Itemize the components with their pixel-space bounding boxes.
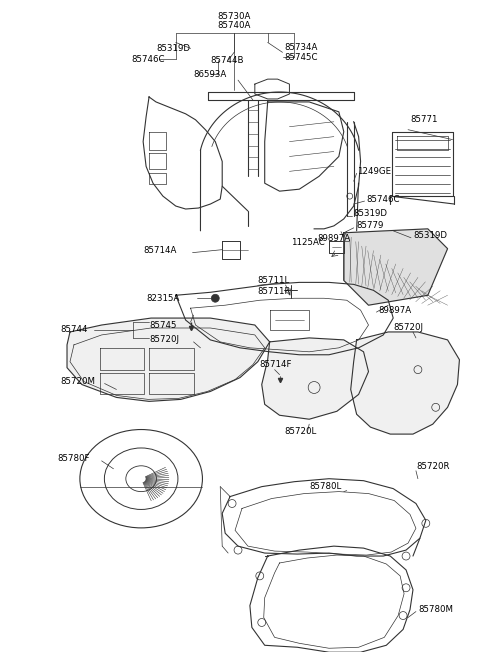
Text: 1249GE: 1249GE <box>357 167 391 176</box>
Text: 85744B: 85744B <box>210 56 244 65</box>
Polygon shape <box>262 338 369 419</box>
Text: 85319D: 85319D <box>354 210 388 219</box>
Text: 85319D: 85319D <box>413 231 447 240</box>
Text: 89897A: 89897A <box>378 306 411 314</box>
Circle shape <box>211 294 219 302</box>
Text: 85711L: 85711L <box>258 276 290 285</box>
Text: 85744: 85744 <box>60 326 88 335</box>
Text: 85720L: 85720L <box>285 426 317 436</box>
Text: 85746C: 85746C <box>367 195 400 204</box>
Text: 89897A: 89897A <box>317 234 350 243</box>
Polygon shape <box>344 229 447 305</box>
Polygon shape <box>67 318 270 402</box>
Text: 85780M: 85780M <box>418 605 453 614</box>
Text: 85745: 85745 <box>149 320 177 329</box>
Text: 85740A: 85740A <box>217 21 251 30</box>
Text: 85720M: 85720M <box>60 377 95 386</box>
Text: 85746C: 85746C <box>131 55 165 64</box>
Text: 85730A: 85730A <box>217 12 251 21</box>
Text: 85720J: 85720J <box>149 335 179 345</box>
Polygon shape <box>351 332 459 434</box>
Text: 85745C: 85745C <box>285 53 318 62</box>
Text: 85714A: 85714A <box>143 246 177 255</box>
Text: 85714F: 85714F <box>260 360 292 369</box>
Text: 82315A: 82315A <box>146 293 180 303</box>
Text: 85780F: 85780F <box>57 455 90 463</box>
Text: 85771: 85771 <box>410 115 437 124</box>
Text: 86593A: 86593A <box>193 69 227 79</box>
Text: 85780L: 85780L <box>309 482 341 491</box>
Text: 85319D: 85319D <box>156 44 190 53</box>
Text: 85779: 85779 <box>357 221 384 231</box>
Text: 85711R: 85711R <box>258 287 291 296</box>
Text: 85734A: 85734A <box>285 43 318 52</box>
Text: 85720R: 85720R <box>416 462 449 472</box>
Text: 1125AC: 1125AC <box>291 238 325 247</box>
Text: 85720J: 85720J <box>393 324 423 333</box>
